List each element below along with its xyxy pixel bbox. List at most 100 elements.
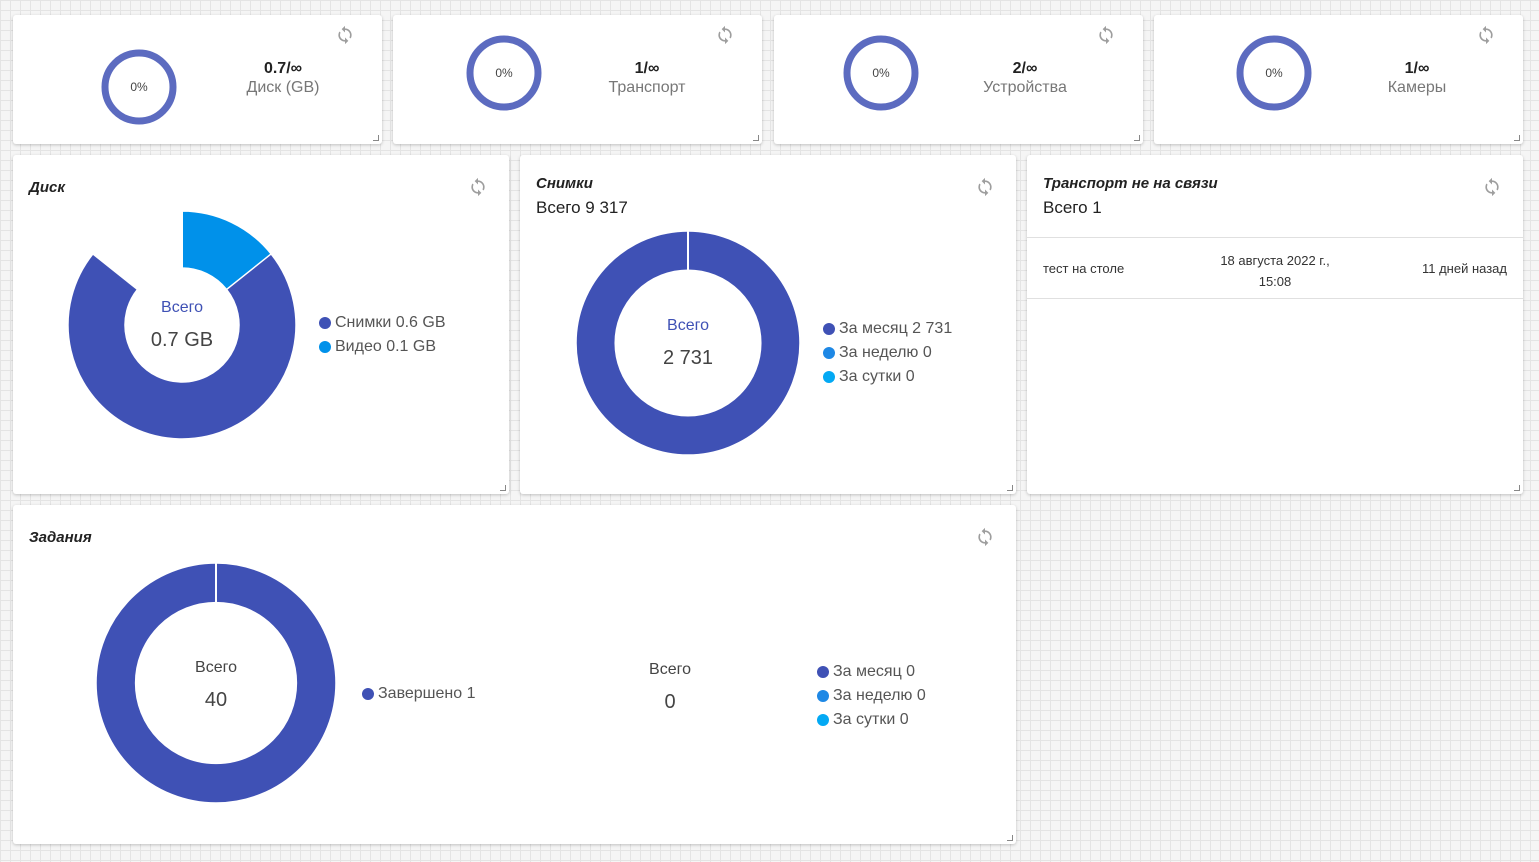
ring-circle [466,35,542,111]
tasks-period-legend: За месяц 0 За неделю 0 За сутки 0 [817,660,926,732]
center-label: Всего [161,299,203,316]
snapshots-donut-chart [575,230,801,456]
refresh-icon[interactable] [1476,25,1496,45]
card-title: Задания [29,529,92,546]
time-line: 15:08 [1258,274,1292,289]
resize-handle[interactable] [753,135,759,141]
donut-center: Всего 2 731 [628,317,748,370]
ring-circle [1236,35,1312,111]
refresh-icon[interactable] [1096,25,1116,45]
legend-item[interactable]: За неделю 0 [817,684,926,708]
card-title: Диск [29,179,65,196]
legend-label: Снимки 0.6 GB [335,314,446,331]
center-value: 40 [204,689,228,711]
resize-handle[interactable] [373,135,379,141]
table-row[interactable]: тест на столе 18 августа 2022 г., 15:08 … [1027,237,1523,299]
stat-card-cameras: 0% 1/∞ Камеры [1154,15,1523,144]
usage-ring: 0% [843,35,919,111]
legend-dot [817,690,829,702]
usage-ring: 0% [1236,35,1312,111]
resize-handle[interactable] [1007,835,1013,841]
ring-percent: 0% [495,66,513,80]
refresh-icon[interactable] [715,25,735,45]
refresh-icon[interactable] [975,527,995,547]
refresh-icon[interactable] [468,177,488,197]
legend-label: За неделю 0 [839,344,932,361]
tasks-donut-chart [95,562,337,804]
legend-dot [817,714,829,726]
stat-label: Устройства [983,79,1067,96]
stat-value: 0.7/∞ [263,60,303,77]
refresh-icon[interactable] [1482,177,1502,197]
disk-legend: Снимки 0.6 GB Видео 0.1 GB [319,311,446,359]
transport-name: тест на столе [1043,261,1125,276]
resize-handle[interactable] [1514,135,1520,141]
disk-donut-chart [67,210,297,440]
legend-item[interactable]: За неделю 0 [823,341,952,365]
donut-slice-Видео[interactable] [181,210,273,291]
donut-slice-За месяц[interactable] [575,230,801,456]
center-label: Всего [649,661,691,678]
legend-label: За сутки 0 [833,711,909,728]
legend-item[interactable]: Видео 0.1 GB [319,335,446,359]
legend-item[interactable]: За месяц 2 731 [823,317,952,341]
ring-percent: 0% [1265,66,1283,80]
usage-ring: 0% [466,35,542,111]
total-count: Всего 1 [1043,198,1102,217]
stat-card-transport: 0% 1/∞ Транспорт [393,15,762,144]
legend-dot [362,688,374,700]
resize-handle[interactable] [1007,485,1013,491]
date-line: 18 августа 2022 г., [1220,253,1330,268]
disk-card: Диск Всего 0.7 GB Снимки 0.6 GB Видео 0.… [13,155,509,494]
legend-item[interactable]: За сутки 0 [823,365,952,389]
card-title: Снимки [536,175,593,192]
usage-ring: 0% [101,49,177,125]
ring-percent: 0% [130,80,148,94]
legend-dot [823,323,835,335]
resize-handle[interactable] [1514,485,1520,491]
stat-label: Диск (GB) [246,79,320,96]
legend-item[interactable]: За месяц 0 [817,660,926,684]
period-total: Всего 0 [610,661,730,714]
legend-label: За неделю 0 [833,687,926,704]
donut-center: Всего 40 [156,659,276,712]
legend-label: За сутки 0 [839,368,915,385]
refresh-icon[interactable] [335,25,355,45]
legend-label: Завершено 1 [378,685,476,702]
center-label: Всего [667,317,709,334]
ring-circle [843,35,919,111]
center-value: 0.7 GB [150,329,214,351]
legend-dot [817,666,829,678]
time-ago: 11 дней назад [1421,261,1507,276]
ring-percent: 0% [872,66,890,80]
legend-item[interactable]: Снимки 0.6 GB [319,311,446,335]
legend-dot [319,341,331,353]
stat-card-devices: 0% 2/∞ Устройства [774,15,1143,144]
center-label: Всего [195,659,237,676]
refresh-icon[interactable] [975,177,995,197]
center-value: 2 731 [662,347,714,369]
total-count: Всего 9 317 [536,198,628,217]
stat-label: Камеры [1387,79,1447,96]
legend-dot [319,317,331,329]
legend-dot [823,347,835,359]
snapshots-card: Снимки Всего 9 317 Всего 2 731 За месяц … [520,155,1016,494]
legend-item[interactable]: Завершено 1 [362,682,476,706]
center-value: 0 [664,691,676,713]
stat-value: 1/∞ [634,60,660,77]
last-seen-date: 18 августа 2022 г., 15:08 [1197,250,1353,292]
donut-slice-Завершено[interactable] [95,562,337,804]
legend-label: Видео 0.1 GB [335,338,436,355]
snapshots-legend: За месяц 2 731 За неделю 0 За сутки 0 [823,317,952,389]
card-title: Транспорт не на связи [1043,175,1218,192]
stat-value: 1/∞ [1404,60,1430,77]
legend-label: За месяц 0 [833,663,916,680]
stat-card-disk: 0% 0.7/∞ Диск (GB) [13,15,382,144]
legend-item[interactable]: За сутки 0 [817,708,926,732]
legend-label: За месяц 2 731 [839,320,953,337]
tasks-legend: Завершено 1 [362,682,476,706]
tasks-card: Задания Всего 40 Завершено 1 Всего 0 За … [13,505,1016,844]
resize-handle[interactable] [500,485,506,491]
resize-handle[interactable] [1134,135,1140,141]
offline-transport-card: Транспорт не на связи Всего 1 тест на ст… [1027,155,1523,494]
